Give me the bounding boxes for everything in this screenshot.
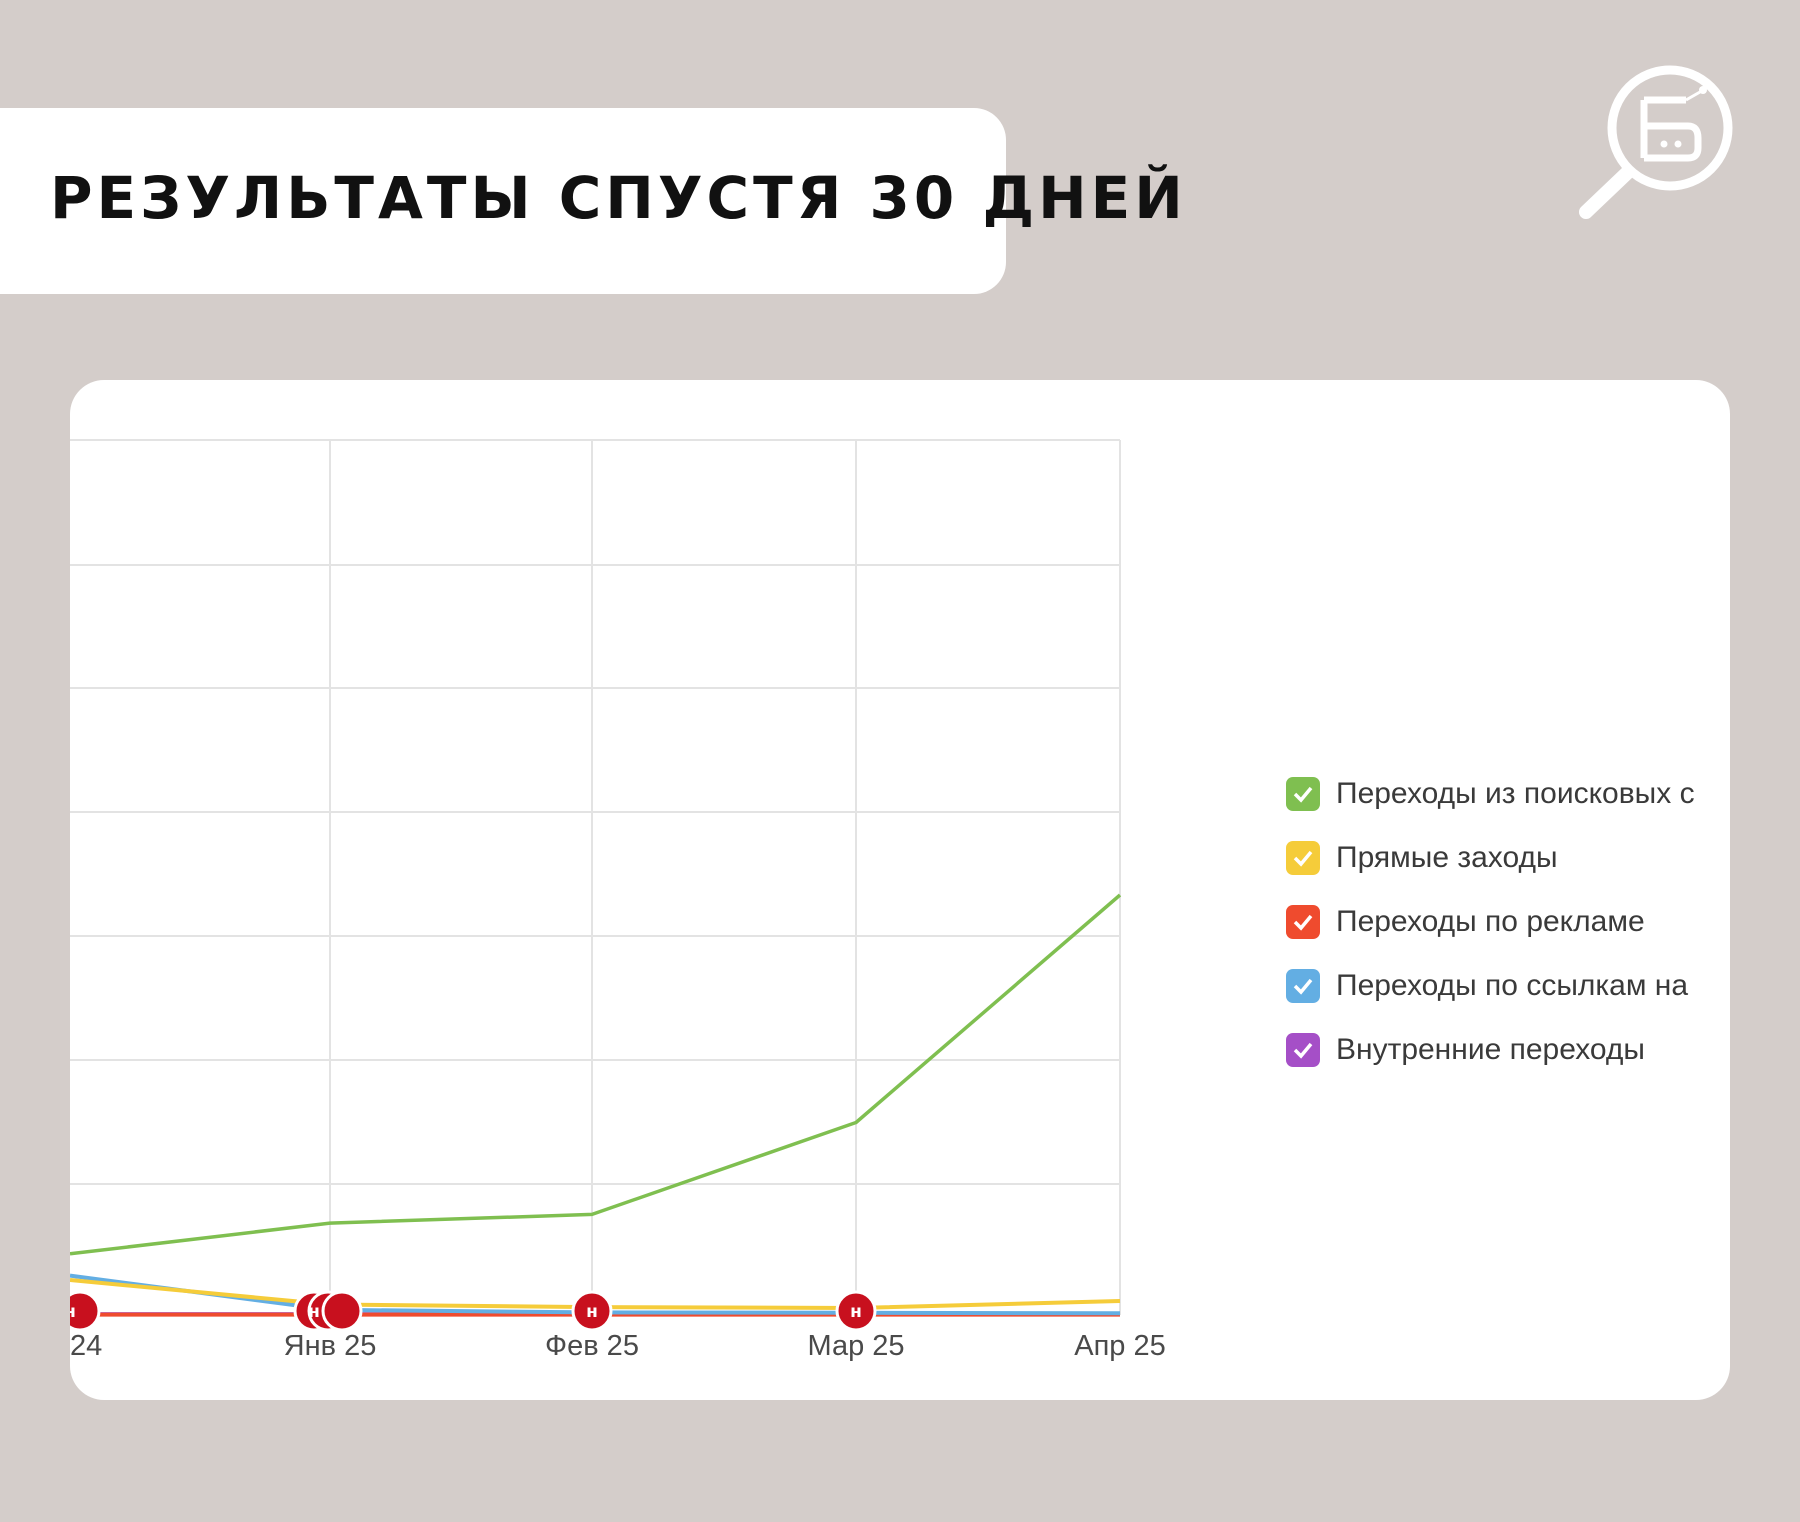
legend-item-direct[interactable]: Прямые заходы (1286, 826, 1695, 890)
annotation-marker (571, 1290, 613, 1332)
annotation-marker-label: н (70, 1302, 76, 1322)
check-icon (1293, 978, 1313, 995)
annotation-marker-label: н (850, 1302, 862, 1322)
legend-checkbox-search[interactable] (1286, 777, 1320, 811)
check-icon (1293, 850, 1313, 867)
legend-checkbox-internal[interactable] (1286, 1033, 1320, 1067)
line-chart: н н н н 24 Янв 25 Фев 25 Мар 25 Апр 25 (70, 439, 1166, 1362)
magnifier-logo-icon (1579, 65, 1733, 219)
legend-item-links[interactable]: Переходы по ссылкам на (1286, 954, 1695, 1018)
title-card: РЕЗУЛЬТАТЫ СПУСТЯ 30 ДНЕЙ (0, 108, 1183, 294)
annotation-marker-label: н (308, 1302, 320, 1322)
annotation-marker-label: н (586, 1302, 598, 1322)
check-icon (1293, 914, 1313, 931)
legend-item-ads[interactable]: Переходы по рекламе (1286, 890, 1695, 954)
annotation-marker (70, 1290, 101, 1332)
legend-label-direct: Прямые заходы (1336, 841, 1558, 874)
annotation-marker (835, 1290, 877, 1332)
page-title: РЕЗУЛЬТАТЫ СПУСТЯ 30 ДНЕЙ (50, 164, 1187, 232)
legend-label-internal: Внутренние переходы (1336, 1033, 1645, 1066)
check-icon (1293, 1042, 1313, 1059)
annotation-marker (321, 1290, 363, 1332)
chart-legend: Переходы из поисковых с Прямые заходы Пе… (1286, 762, 1695, 1082)
x-tick-label: Апр 25 (1074, 1330, 1166, 1362)
legend-label-search: Переходы из поисковых с (1336, 777, 1695, 810)
legend-label-links: Переходы по ссылкам на (1336, 969, 1689, 1002)
legend-checkbox-direct[interactable] (1286, 841, 1320, 875)
x-tick-label: 24 (70, 1330, 102, 1362)
legend-item-internal[interactable]: Внутренние переходы (1286, 1018, 1695, 1082)
chart-card: н н н н 24 Янв 25 Фев 25 Мар 25 Апр 25 Переходы… (70, 380, 1730, 1400)
legend-checkbox-links[interactable] (1286, 969, 1320, 1003)
legend-item-search[interactable]: Переходы из поисковых с (1286, 762, 1695, 826)
x-tick-label: Фев 25 (545, 1330, 639, 1362)
legend-checkbox-ads[interactable] (1286, 905, 1320, 939)
x-tick-label: Янв 25 (284, 1330, 377, 1362)
check-icon (1293, 786, 1313, 803)
series-line-0 (70, 893, 1122, 1256)
x-tick-label: Мар 25 (807, 1330, 904, 1362)
legend-label-ads: Переходы по рекламе (1336, 905, 1645, 938)
